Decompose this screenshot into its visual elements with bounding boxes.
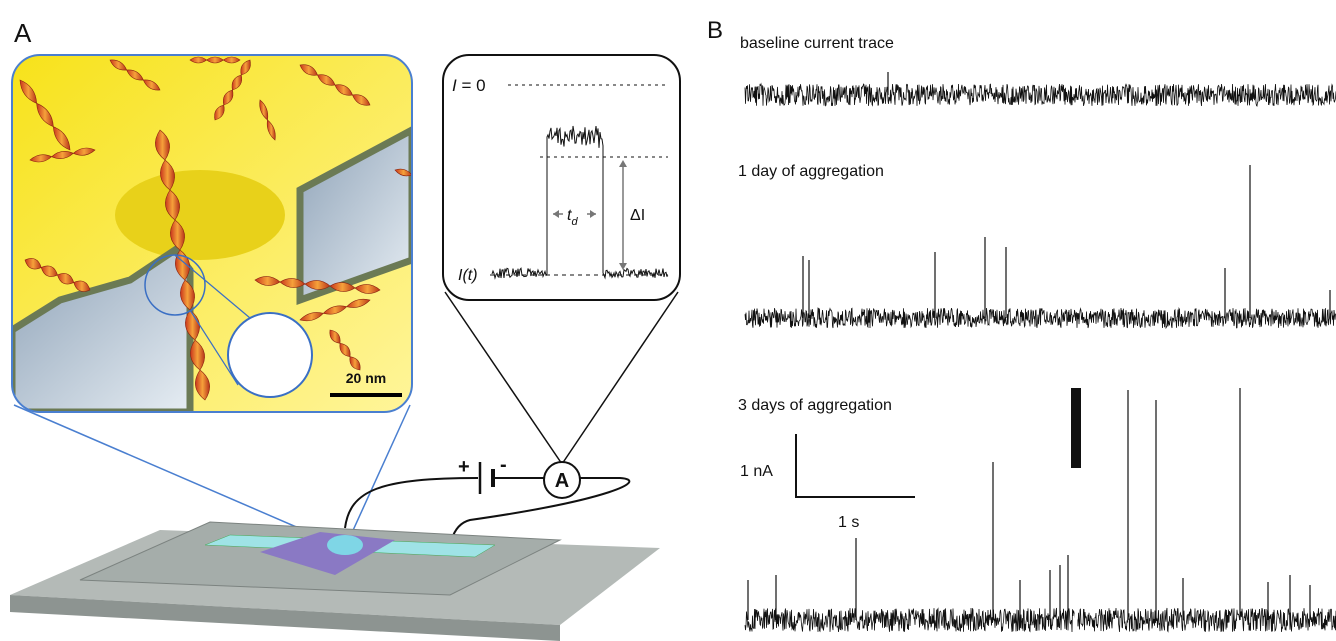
text: = 0 — [457, 76, 486, 95]
scale-time-label: 1 s — [838, 514, 859, 531]
figure: A 20 nm I = 0 I(t) td ΔI + - A B — [0, 0, 1336, 641]
current-trace — [745, 308, 1336, 328]
minus-sign: - — [500, 454, 507, 476]
ammeter-label: A — [555, 470, 569, 492]
current-trace — [745, 84, 1336, 106]
trace-title: baseline current trace — [740, 35, 894, 52]
scale-current-label: 1 nA — [740, 463, 773, 480]
zero-current-label: I = 0 — [452, 76, 486, 95]
panel-label: A — [14, 18, 32, 48]
delta-label: ΔI — [630, 207, 645, 224]
nanopore-illustration: 20 nm — [12, 55, 412, 412]
subscript: d — [571, 216, 578, 228]
projection-line — [562, 292, 678, 464]
trace-title: 3 days of aggregation — [738, 397, 892, 414]
pore-well — [115, 170, 285, 260]
projection-line — [345, 405, 410, 548]
trace-title: 1 day of aggregation — [738, 163, 884, 180]
zoom-circle — [228, 313, 312, 397]
scale-bar-label: 20 nm — [346, 370, 386, 386]
droplet — [327, 535, 363, 555]
burst — [1071, 388, 1081, 468]
projection-line — [445, 292, 562, 464]
current-label: I(t) — [458, 267, 478, 284]
current-trace — [745, 608, 1336, 632]
plus-sign: + — [458, 456, 470, 478]
panel-label: B — [707, 17, 723, 44]
current-traces — [745, 72, 1336, 641]
